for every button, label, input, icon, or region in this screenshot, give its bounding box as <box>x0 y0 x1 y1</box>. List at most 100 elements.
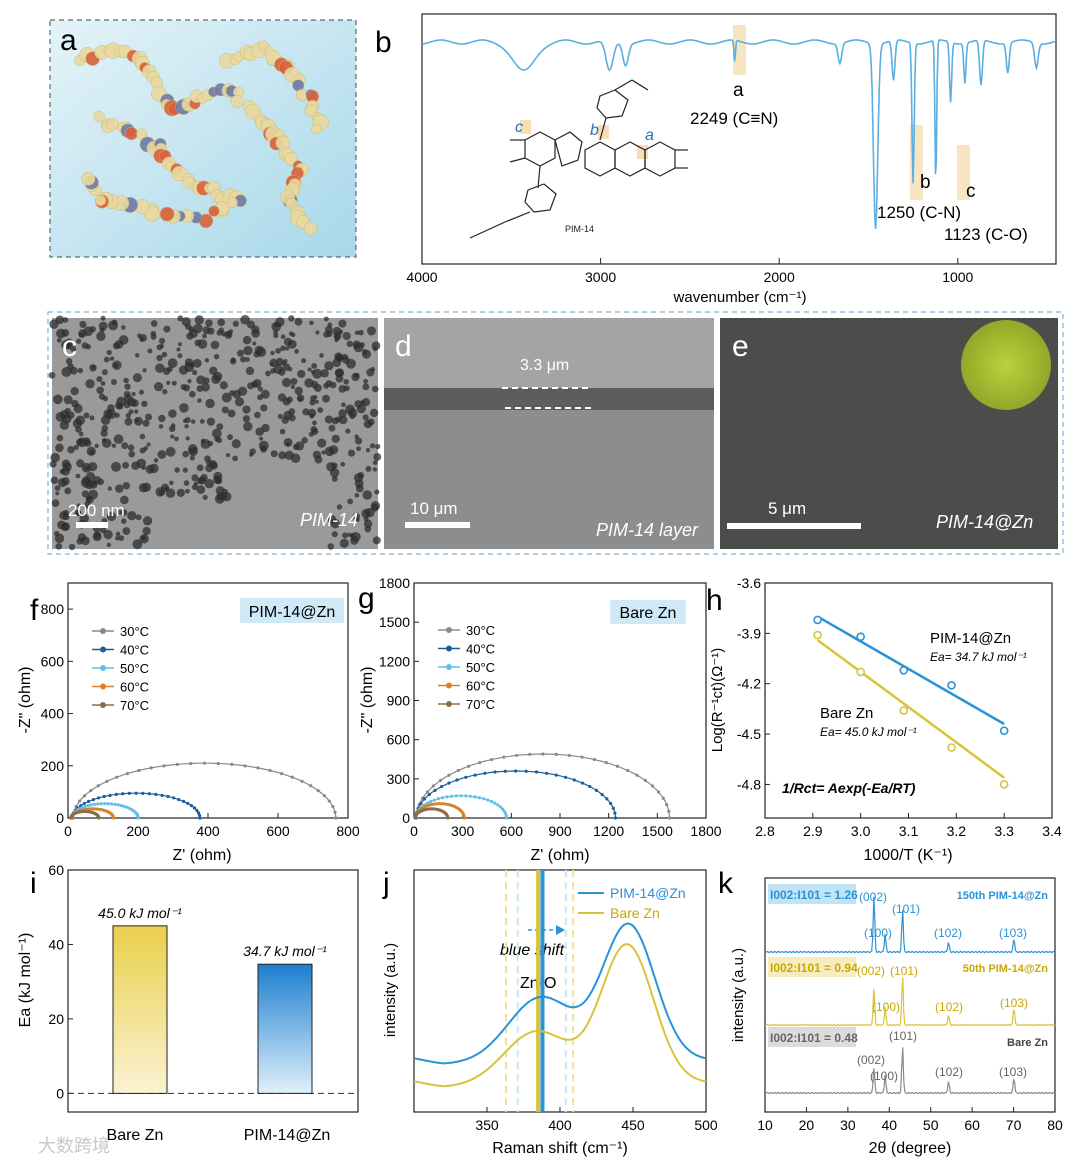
legend-marker <box>100 665 106 671</box>
data-point <box>899 706 909 715</box>
tem-particle <box>142 368 147 373</box>
tem-particle <box>317 438 327 448</box>
tem-particle <box>116 509 122 515</box>
scalebar-c <box>76 522 108 528</box>
tem-particle <box>118 535 125 541</box>
ratio-150th: I002:I101 = 1.26 <box>770 888 858 902</box>
tem-particle <box>132 373 142 383</box>
legend-marker <box>446 627 452 633</box>
tem-particle <box>331 475 338 482</box>
polymer-model-illustration <box>74 40 329 236</box>
panel-h-xlabel: 1000/T (K⁻¹) <box>863 847 952 864</box>
tem-particle <box>334 368 343 378</box>
tem-particle <box>287 339 297 349</box>
tem-particle <box>181 317 191 327</box>
tem-particle <box>101 424 109 432</box>
tem-particle <box>138 389 145 395</box>
tem-particle <box>273 330 279 335</box>
tem-particle <box>312 420 317 426</box>
ytick-label: 600 <box>387 732 411 748</box>
tem-particle <box>110 461 121 472</box>
tem-particle <box>72 418 83 429</box>
tem-particle <box>78 332 84 338</box>
tem-particle <box>184 416 191 424</box>
tem-particle <box>202 326 211 335</box>
tem-particle <box>101 369 108 376</box>
tem-particle <box>372 460 378 466</box>
tem-particle <box>84 466 89 471</box>
panel-f-ylabel: -Z" (ohm) <box>17 666 34 733</box>
sem-panels: c 200 nm PIM-14 3.3 μm d 10 μm PIM-14 la… <box>47 311 1064 555</box>
peak-label-c: 1123 (C-O) <box>944 225 1028 244</box>
tem-particle <box>123 401 131 409</box>
tem-particle <box>252 341 257 346</box>
tem-particle <box>124 383 131 390</box>
tem-particle <box>55 443 64 453</box>
bar <box>112 925 168 1094</box>
tem-particle <box>50 452 60 463</box>
tem-particle <box>249 452 254 457</box>
panel-b-axes <box>421 13 1057 265</box>
xtick-label: 300 <box>451 823 475 839</box>
peak-label: (103) <box>999 1065 1027 1079</box>
raman-line-barezn <box>413 942 707 1088</box>
tem-particle <box>320 369 329 378</box>
tem-particle <box>323 316 329 322</box>
tem-particle <box>183 480 190 486</box>
data-point <box>999 780 1009 789</box>
tem-particle <box>206 459 212 466</box>
panel-label-j: j <box>382 867 390 900</box>
peak-label: (101) <box>889 1029 917 1043</box>
tem-particle <box>327 543 335 550</box>
panel-label-c: c <box>62 330 77 363</box>
tem-particle <box>61 477 70 486</box>
peak-label: (103) <box>1000 996 1028 1010</box>
legend-label: 40°C <box>466 642 495 657</box>
panel-j-plot <box>413 870 707 1112</box>
xtick-label: 1800 <box>690 823 721 839</box>
shift-arrow-head <box>556 925 565 935</box>
tem-particle <box>371 385 379 393</box>
xtick-label: 3.3 <box>994 823 1014 839</box>
tem-particle <box>122 461 129 469</box>
tem-particle <box>158 337 166 345</box>
legend-label: 70°C <box>466 697 495 712</box>
tem-particle <box>176 347 181 352</box>
tem-particle <box>343 385 350 392</box>
tem-particle <box>270 368 276 374</box>
tem-particle <box>312 450 322 460</box>
peak-label: (002) <box>857 964 885 978</box>
ytick-label: 1800 <box>379 575 410 591</box>
tem-particle <box>161 351 168 358</box>
tem-particle <box>297 369 306 379</box>
tem-particle <box>354 492 360 498</box>
tem-particle <box>288 366 293 372</box>
xtick-label: 3000 <box>585 269 616 285</box>
tem-particle <box>111 319 118 326</box>
tem-particle <box>242 415 251 423</box>
tem-particle <box>120 509 128 517</box>
xtick-label: 80 <box>1047 1117 1063 1133</box>
tem-particle <box>349 533 355 539</box>
tem-particle <box>230 358 237 365</box>
panel-b-xlabel: wavenumber (cm⁻¹) <box>673 289 807 306</box>
tem-particle <box>70 386 79 396</box>
tem-particle <box>200 439 211 449</box>
peak-label-a: 2249 (C≡N) <box>690 109 778 128</box>
tem-particle <box>51 499 60 507</box>
tem-particle <box>335 416 342 423</box>
panel-i-yticks: 0 20 40 60 <box>48 862 73 1101</box>
peak-letter-c: c <box>966 181 976 202</box>
tem-particle <box>150 330 157 337</box>
tem-particle <box>365 465 372 472</box>
panel-i-ylabel: Ea (kJ mol⁻¹) <box>17 933 34 1028</box>
xtick-label: 60 <box>964 1117 980 1133</box>
tem-particle <box>55 491 60 496</box>
ea-pim14zn: Ea= 34.7 kJ mol⁻¹ <box>930 650 1027 664</box>
tem-particle <box>177 315 184 322</box>
tem-particle <box>99 526 107 534</box>
xtick-label: 2.8 <box>755 823 775 839</box>
tem-particle <box>294 317 303 326</box>
legend-barezn: Bare Zn <box>820 705 873 722</box>
